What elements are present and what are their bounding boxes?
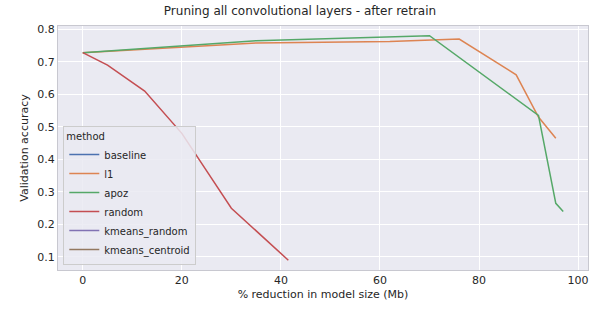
svg-text:% reduction in model size (Mb): % reduction in model size (Mb) — [238, 288, 409, 301]
svg-text:kmeans_random: kmeans_random — [104, 226, 187, 238]
svg-text:0.3: 0.3 — [37, 186, 55, 199]
svg-text:0.8: 0.8 — [37, 23, 55, 36]
svg-text:0.1: 0.1 — [37, 251, 55, 264]
svg-text:0.6: 0.6 — [37, 88, 55, 101]
svg-text:l1: l1 — [104, 169, 113, 180]
svg-text:0.7: 0.7 — [37, 56, 55, 69]
svg-text:100: 100 — [568, 274, 589, 287]
svg-text:kmeans_centroid: kmeans_centroid — [104, 245, 189, 257]
svg-text:random: random — [104, 207, 143, 218]
svg-text:60: 60 — [373, 274, 387, 287]
svg-text:20: 20 — [175, 274, 189, 287]
svg-text:80: 80 — [472, 274, 486, 287]
svg-text:0.4: 0.4 — [37, 153, 55, 166]
svg-text:baseline: baseline — [104, 150, 146, 161]
svg-text:apoz: apoz — [104, 188, 128, 199]
svg-text:40: 40 — [274, 274, 288, 287]
svg-text:0: 0 — [79, 274, 86, 287]
svg-text:0.5: 0.5 — [37, 121, 55, 134]
svg-text:Validation accuracy: Validation accuracy — [18, 94, 31, 202]
svg-text:method: method — [66, 131, 105, 142]
svg-text:Pruning all convolutional laye: Pruning all convolutional layers - after… — [164, 4, 436, 18]
svg-text:0.2: 0.2 — [37, 218, 55, 231]
